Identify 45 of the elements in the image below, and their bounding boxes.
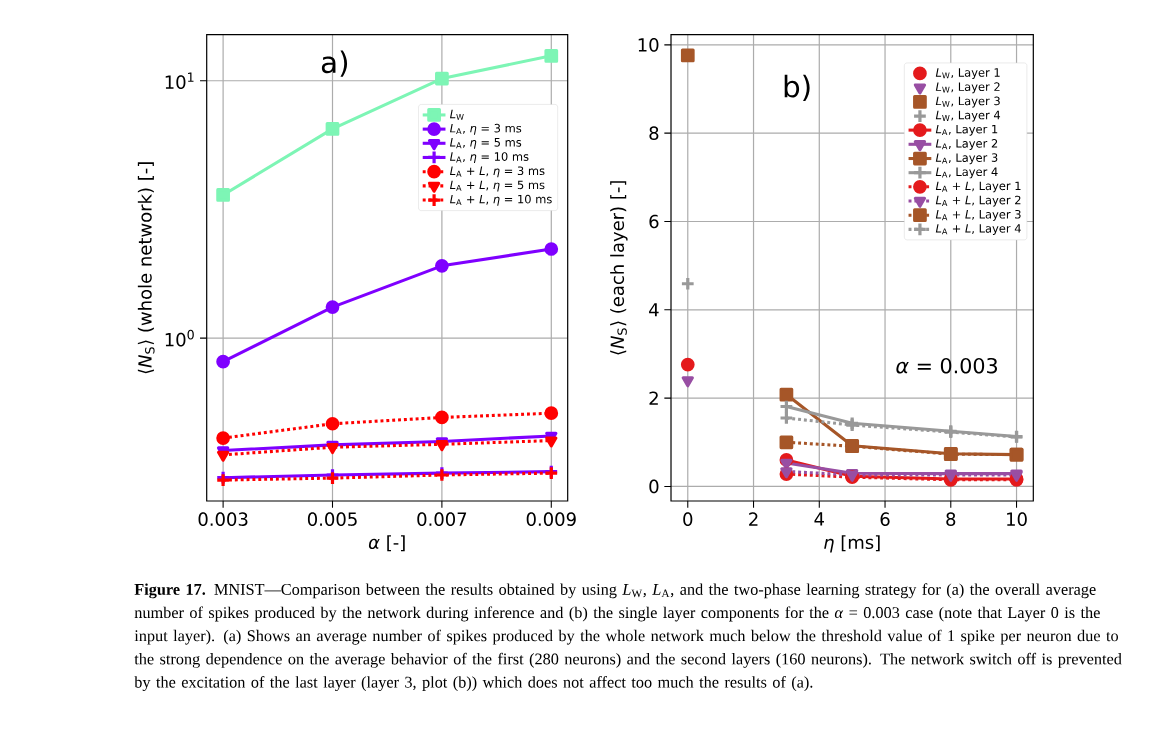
x-tick-label: 0 xyxy=(683,512,693,526)
y-tick-label: 4 xyxy=(649,303,659,317)
legend-label: L$_{A}$, η = 10 ms xyxy=(449,152,529,164)
x-tick-label: 6 xyxy=(880,512,890,526)
x-axis-title: η [ms] xyxy=(824,535,880,553)
x-tick-label: 0.009 xyxy=(526,512,576,526)
annotation: b) xyxy=(784,74,810,101)
y-tick-label: 10$^{0}$ xyxy=(165,329,194,347)
legend-label: L$_{W}$, Layer 1 xyxy=(935,68,1000,80)
legend-label: L$_{W}$, Layer 3 xyxy=(935,96,1000,108)
y-tick-label: 10$^{1}$ xyxy=(165,72,194,89)
x-tick-label: 0.003 xyxy=(198,512,248,526)
annotation: α = 0.003 xyxy=(896,357,997,374)
legend-label: L$_{A}$ + L, Layer 1 xyxy=(935,181,1021,193)
annotation: a) xyxy=(321,50,348,77)
y-axis-title: ⟨N$_{S}$⟩ (each layer) [-] xyxy=(610,181,628,355)
legend-label: L$_{A}$, Layer 3 xyxy=(935,153,998,165)
legend-label: L$_{A}$, Layer 2 xyxy=(935,139,998,150)
y-axis-title: ⟨N$_{S}$⟩ (whole network) [-] xyxy=(137,162,155,374)
legend-label: L$_{A}$ + L, η = 10 ms xyxy=(449,194,552,206)
y-tick-label: 8 xyxy=(649,126,659,140)
legend-label: L$_{W}$, Layer 2 xyxy=(935,82,1000,94)
legend-label: L$_{A}$ + L, η = 3 ms xyxy=(449,166,545,178)
legend-label: L$_{A}$ + L, Layer 3 xyxy=(935,209,1021,221)
x-tick-label: 0.005 xyxy=(307,512,357,526)
legend-label: L$_{A}$ + L, Layer 4 xyxy=(935,224,1021,235)
x-tick-label: 10 xyxy=(1007,512,1027,526)
legend-label: L$_{W}$, Layer 4 xyxy=(935,110,1001,122)
legend-label: L$_{A}$, Layer 4 xyxy=(935,167,998,179)
text: Figure 17. MNIST—Comparison between the results obtained by using L$_{W}$, L$_{A}$, and the two-phase learning strategy for (a) the overall average number of spikes produced by the network during inference and (b) the single layer components for the α = 0.003 case (note that Layer 0 is the input layer). (a) Shows an average number of spikes produced by the whole network much below the threshold value of 1 spike per neuron due to the strong dependence on the average behavior of the first (280 neurons) and the second layers (160 neurons). The network switch off is prevented by the excitation of the last layer (layer 3, plot (b)) which does not affect too much the results of (a). xyxy=(134,583,1122,692)
x-axis-title: α [-] xyxy=(368,535,405,552)
x-tick-label: 4 xyxy=(814,512,824,526)
legend-label: L$_{A}$ + L, η = 5 ms xyxy=(449,180,545,192)
y-tick-label: 0 xyxy=(649,479,659,494)
x-tick-label: 8 xyxy=(946,512,956,526)
legend-label: L$_{A}$, η = 3 ms xyxy=(449,123,522,135)
legend-label: L$_{A}$, Layer 1 xyxy=(935,124,998,136)
y-tick-label: 2 xyxy=(649,391,658,405)
legend-label: L$_{A}$, η = 5 ms xyxy=(449,138,522,149)
legend-label: L$_{A}$ + L, Layer 2 xyxy=(935,195,1021,207)
legend-label: L$_{W}$ xyxy=(449,109,464,120)
x-tick-label: 0.007 xyxy=(417,512,467,526)
y-tick-label: 6 xyxy=(649,214,659,229)
y-tick-label: 10 xyxy=(638,38,659,52)
x-tick-label: 2 xyxy=(749,512,758,526)
